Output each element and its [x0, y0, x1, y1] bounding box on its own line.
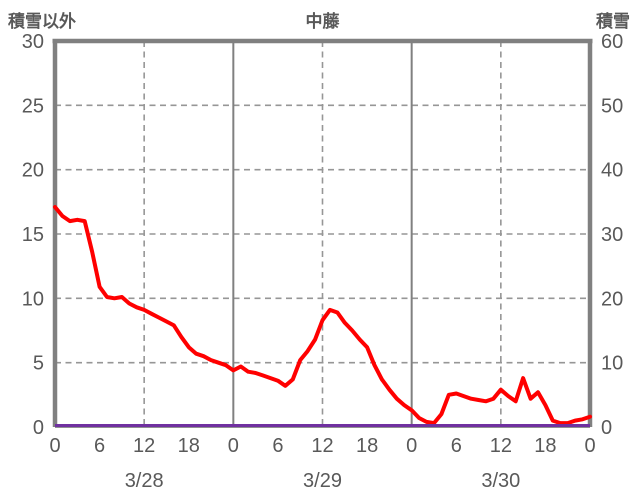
axis-tick-label: 30 [601, 224, 623, 246]
chart-title: 中藤 [305, 12, 340, 31]
axis-tick-label: 12 [311, 435, 333, 457]
axis-tick-label: 10 [601, 353, 623, 375]
left-axis-title: 積雪以外 [8, 12, 76, 31]
gridlines [55, 41, 590, 427]
axis-tick-label: 0 [228, 435, 239, 457]
axis-tick-label: 6 [272, 435, 283, 457]
axis-tick-label: 3/29 [303, 470, 342, 492]
axis-tick-label: 10 [22, 288, 44, 310]
axis-tick-label: 5 [33, 353, 44, 375]
axis-tick-label: 3/30 [481, 470, 520, 492]
axis-tick-label: 0 [33, 417, 44, 439]
axis-tick-label: 0 [49, 435, 60, 457]
axis-tick-label: 15 [22, 224, 44, 246]
axis-tick-label: 60 [601, 31, 623, 53]
right-axis-title: 積雪 [596, 12, 630, 31]
axis-tick-label: 0 [406, 435, 417, 457]
axis-tick-label: 20 [22, 160, 44, 182]
axis-tick-label: 20 [601, 288, 623, 310]
axis-tick-label: 0 [584, 435, 595, 457]
x-axis-tick-labels: 0 6 12 18 0 6 12 18 0 6 12 18 0 [49, 435, 595, 457]
axis-tick-label: 30 [22, 31, 44, 53]
axis-tick-label: 40 [601, 160, 623, 182]
series-path [53, 205, 592, 426]
axis-tick-label: 18 [534, 435, 556, 457]
axis-tick-label: 6 [451, 435, 462, 457]
axis-tick-label: 3/28 [125, 470, 164, 492]
axis-tick-label: 18 [356, 435, 378, 457]
axis-tick-label: 0 [601, 417, 612, 439]
left-axis-tick-labels: 0 5 10 15 20 25 30 [22, 31, 44, 439]
series-line-積雪以外 [53, 205, 592, 426]
axis-tick-label: 25 [22, 95, 44, 117]
axis-tick-label: 12 [490, 435, 512, 457]
axis-tick-label: 6 [94, 435, 105, 457]
axis-tick-label: 12 [133, 435, 155, 457]
axis-tick-label: 18 [178, 435, 200, 457]
axis-tick-label: 50 [601, 95, 623, 117]
right-axis-tick-labels: 0 10 20 30 40 50 60 [601, 31, 623, 439]
x-axis-date-labels: 3/28 3/29 3/30 [125, 470, 521, 492]
